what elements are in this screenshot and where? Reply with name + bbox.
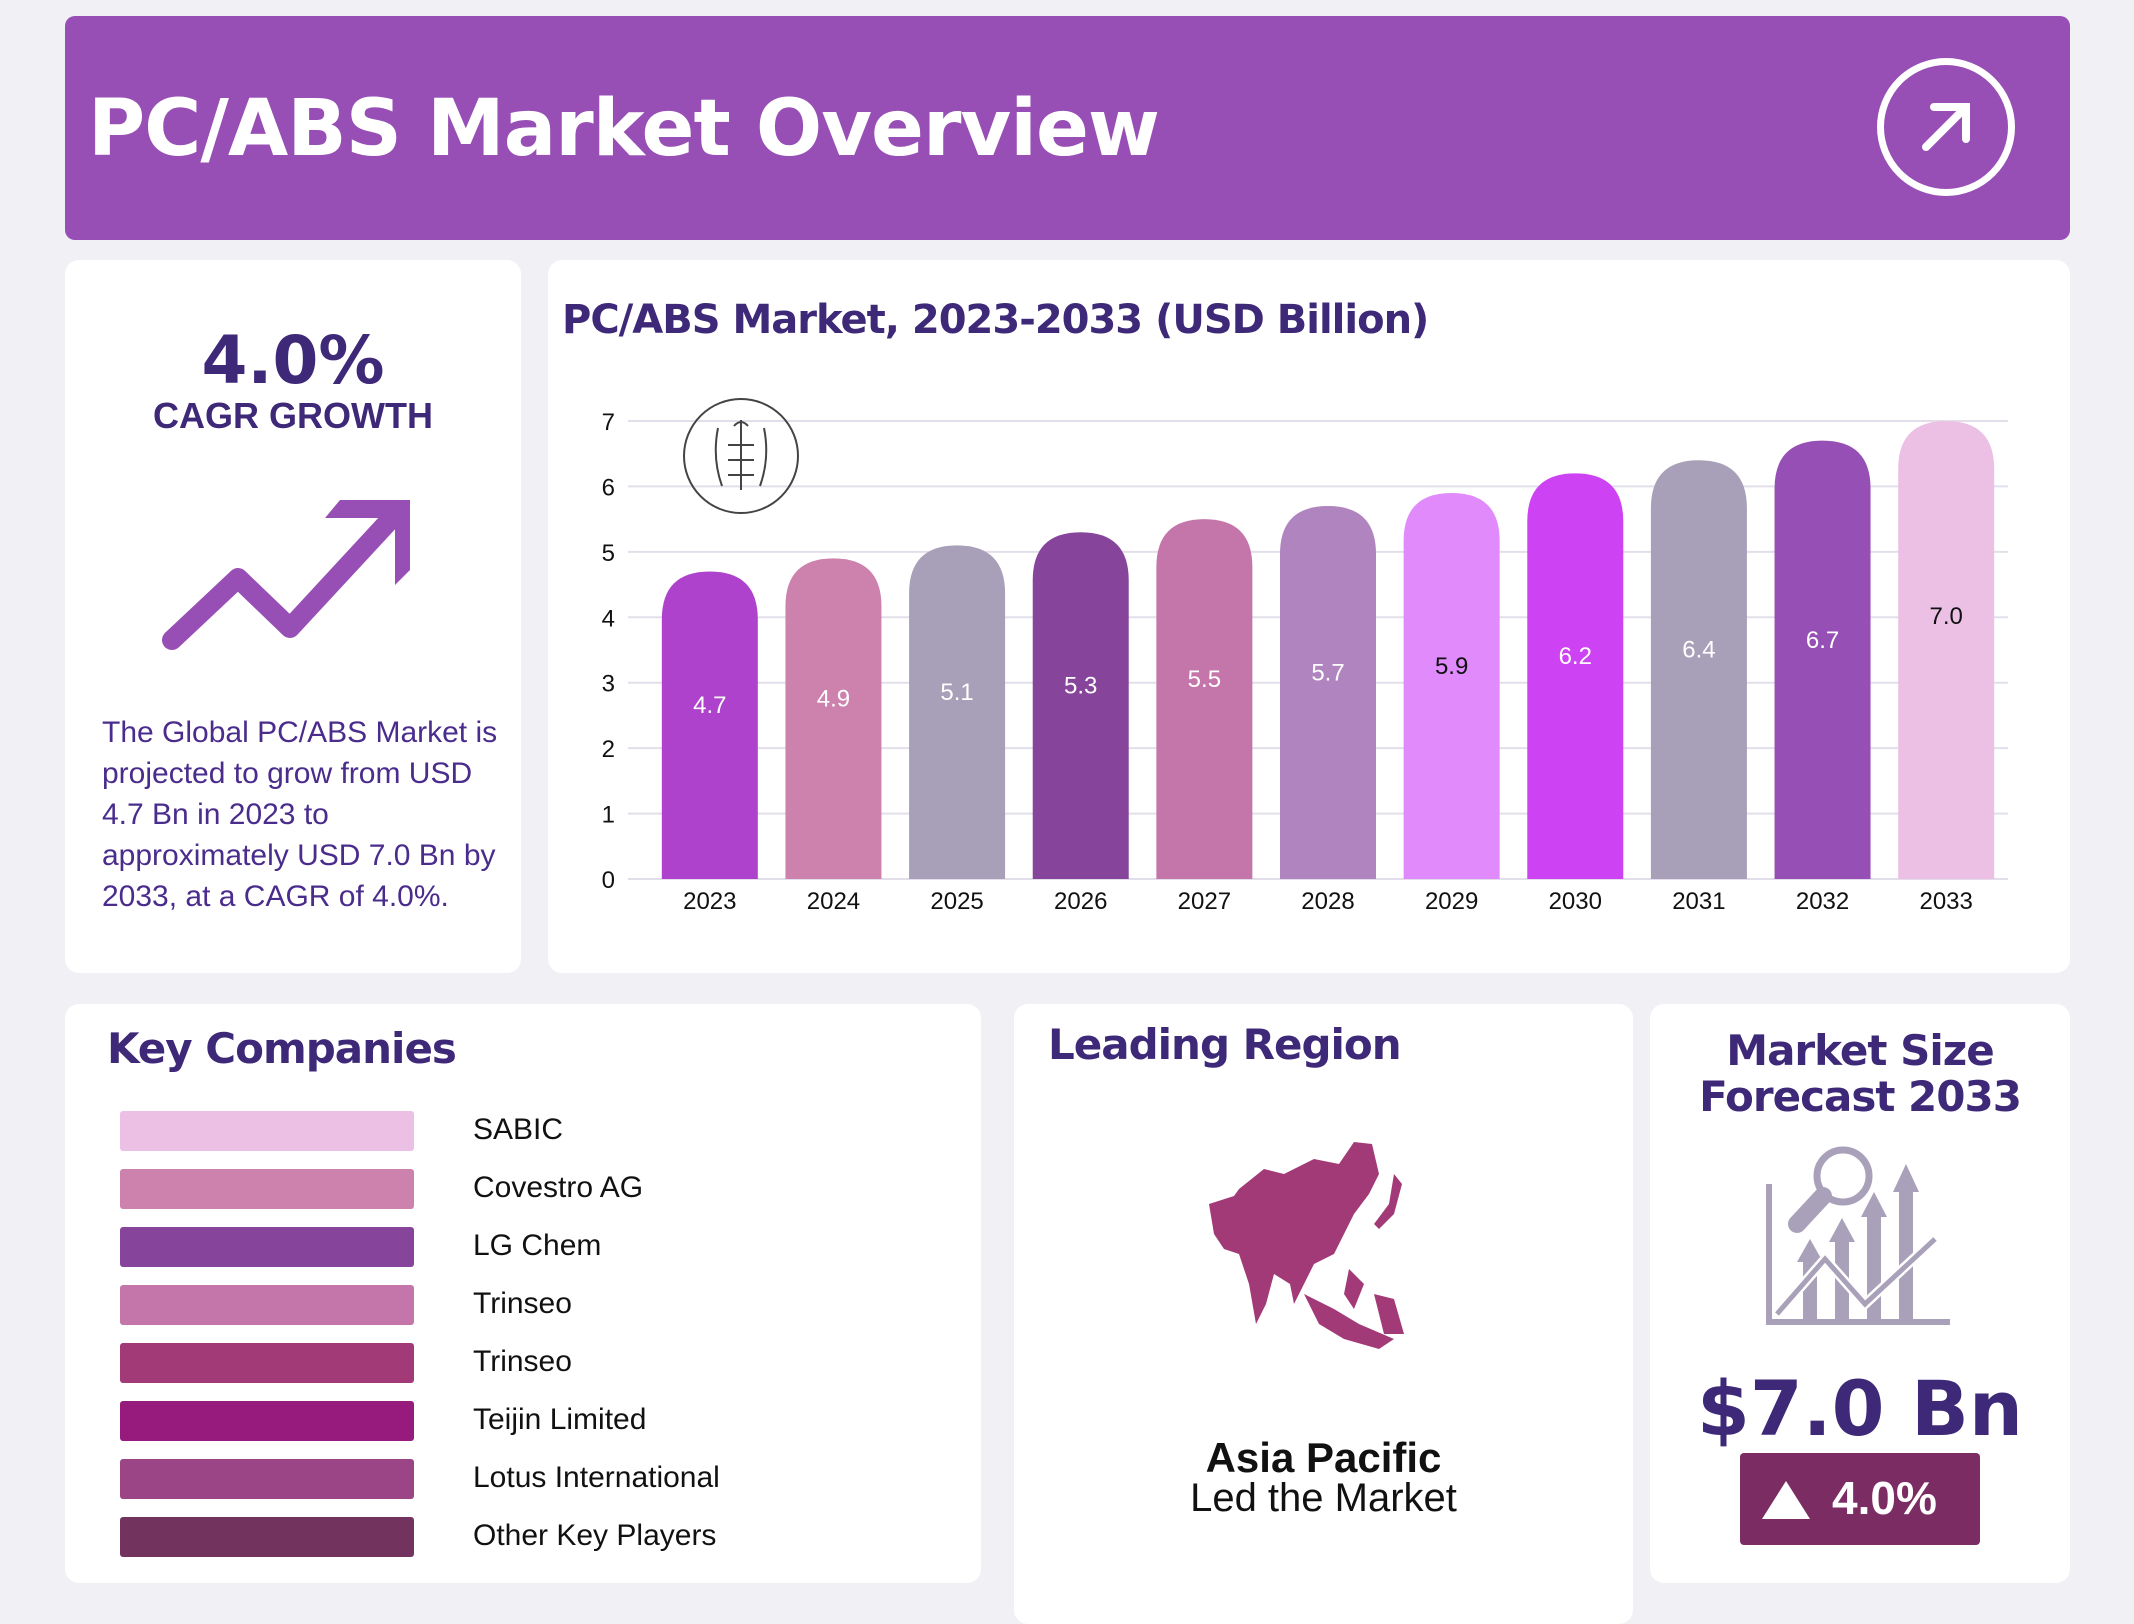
y-tick-label: 3 — [602, 671, 615, 698]
x-tick-label: 2031 — [1672, 888, 1725, 915]
x-tick-label: 2029 — [1425, 888, 1478, 915]
key-companies-card: Key Companies SABIC Covestro AG LG Chem Tri… — [65, 1004, 981, 1583]
company-item: SABIC — [120, 1111, 920, 1151]
company-swatch — [120, 1111, 414, 1151]
region-subtitle: Led the Market — [1190, 1476, 1457, 1520]
bar-2030 — [1527, 473, 1624, 879]
bar-2029 — [1403, 492, 1500, 879]
key-companies-title: Key Companies — [107, 1024, 457, 1073]
data-label: 7.0 — [1929, 603, 1962, 630]
data-label: 5.1 — [940, 679, 973, 706]
market-size-title: Market Size Forecast 2033 — [1699, 1026, 2022, 1121]
company-name: Trinseo — [473, 1287, 572, 1320]
data-label: 5.9 — [1435, 653, 1468, 680]
leading-region-title: Leading Region — [1048, 1020, 1402, 1069]
company-swatch — [120, 1343, 414, 1383]
y-tick-label: 0 — [602, 867, 615, 894]
bar-2032 — [1774, 440, 1871, 879]
company-swatch — [120, 1401, 414, 1441]
company-item: LG Chem — [120, 1227, 920, 1267]
growth-value: 4.0% — [1832, 1472, 1937, 1524]
company-name: LG Chem — [473, 1229, 602, 1262]
cagr-value: 4.0% — [201, 322, 385, 399]
x-tick-label: 2027 — [1178, 888, 1231, 915]
company-name: Teijin Limited — [473, 1403, 647, 1436]
company-swatch — [120, 1285, 414, 1325]
bar-chart: 0 1 2 3 4 5 6 7 4.7 2023 4.9 2024 5.1 2025 5.3 2026 5.5 2… — [602, 398, 2008, 915]
asia-pacific-map-icon — [1209, 1142, 1404, 1349]
y-tick-label: 2 — [602, 736, 615, 763]
bar-2023 — [661, 571, 758, 879]
growth-badge: 4.0% — [1740, 1453, 1980, 1545]
trend-up-arrow-icon — [162, 500, 410, 650]
y-tick-label: 6 — [602, 474, 615, 501]
company-swatch — [120, 1517, 414, 1557]
company-swatch — [120, 1459, 414, 1499]
data-label: 5.3 — [1064, 673, 1097, 700]
x-tick-label: 2030 — [1549, 888, 1602, 915]
cagr-card: 4.0% CAGR GROWTH The Global PC/ABS Marke… — [65, 260, 521, 973]
x-tick-label: 2024 — [807, 888, 860, 915]
cagr-description: The Global PC/ABS Market is projected to… — [102, 716, 498, 913]
arrow-up-right-icon[interactable] — [1877, 58, 2015, 196]
chart-title: PC/ABS Market, 2023-2033 (USD Billion) — [562, 297, 1429, 343]
company-item: Trinseo — [120, 1285, 920, 1325]
chart-card: PC/ABS Market, 2023-2033 (USD Billion) 0… — [548, 260, 2070, 973]
company-item: Other Key Players — [120, 1517, 920, 1557]
bar-2025 — [909, 545, 1006, 879]
data-label: 5.5 — [1188, 666, 1221, 693]
x-tick-label: 2025 — [930, 888, 983, 915]
data-label: 4.7 — [693, 692, 726, 719]
company-item: Trinseo — [120, 1343, 920, 1383]
x-tick-label: 2023 — [683, 888, 736, 915]
growth-chart-magnifier-icon — [1766, 1146, 1950, 1325]
company-swatch — [120, 1169, 414, 1209]
abs-muscle-icon — [683, 398, 799, 514]
y-tick-label: 7 — [602, 409, 615, 436]
data-label: 6.2 — [1559, 643, 1592, 670]
page-title: PC/ABS Market Overview — [88, 84, 1160, 174]
company-name: Covestro AG — [473, 1171, 644, 1204]
header-banner: PC/ABS Market Overview — [65, 16, 2070, 240]
bar-2027 — [1156, 519, 1253, 879]
region-name: Asia Pacific — [1205, 1434, 1442, 1481]
bar-2031 — [1650, 460, 1747, 879]
y-tick-label: 5 — [602, 540, 615, 567]
bar-2033 — [1898, 421, 1995, 879]
data-label: 5.7 — [1311, 660, 1344, 687]
data-label: 6.7 — [1806, 627, 1839, 654]
data-label: 6.4 — [1682, 637, 1715, 664]
company-item: Covestro AG — [120, 1169, 920, 1209]
y-tick-label: 4 — [602, 605, 615, 632]
x-tick-label: 2028 — [1301, 888, 1354, 915]
company-name: Other Key Players — [473, 1519, 717, 1552]
company-swatch — [120, 1227, 414, 1267]
company-item: Lotus International — [120, 1459, 920, 1499]
x-tick-label: 2032 — [1796, 888, 1849, 915]
company-name: SABIC — [473, 1113, 564, 1146]
triangle-up-icon — [1762, 1481, 1810, 1519]
x-tick-label: 2026 — [1054, 888, 1107, 915]
bar-2024 — [785, 558, 882, 879]
data-label: 4.9 — [817, 686, 850, 713]
bar-2028 — [1280, 506, 1376, 879]
market-size-value: $7.0 Bn — [1696, 1364, 2023, 1453]
market-size-card: Market Size Forecast 2033 $7.0 Bn 4.0% — [1650, 1004, 2070, 1583]
bar-2026 — [1032, 532, 1129, 879]
company-name: Lotus International — [473, 1461, 720, 1494]
company-item: Teijin Limited — [120, 1401, 920, 1441]
x-tick-label: 2033 — [1919, 888, 1972, 915]
cagr-label: CAGR GROWTH — [153, 395, 433, 436]
leading-region-card: Leading Region Asia Pacific Led the Mark… — [1014, 1004, 1633, 1624]
y-tick-label: 1 — [602, 802, 615, 829]
company-name: Trinseo — [473, 1345, 572, 1378]
